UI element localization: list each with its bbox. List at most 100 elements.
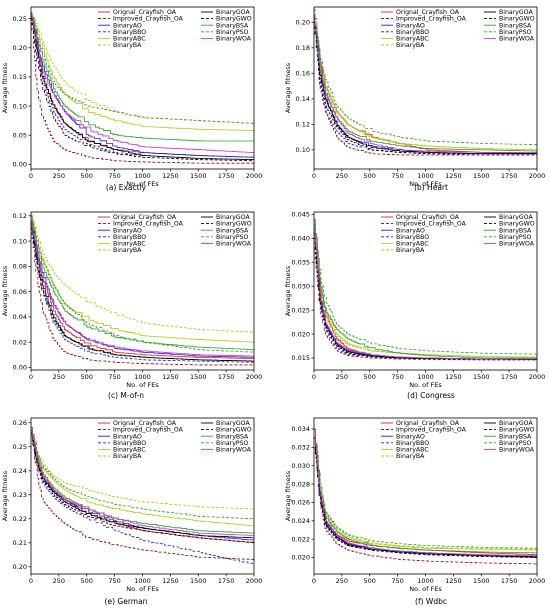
y-axis-label: Average fitness	[1, 470, 9, 521]
x-tick-label: 0	[312, 172, 316, 180]
legend-label: BinaryBSA	[216, 22, 249, 29]
legend-label: BinaryBBO	[396, 29, 429, 36]
y-tick-label: 0.024	[291, 517, 310, 525]
y-tick-label: 0.20	[13, 563, 27, 571]
legend-label: BinaryPSO	[499, 29, 532, 36]
legend-label: BinaryABC	[113, 36, 146, 43]
series-group	[31, 12, 254, 164]
legend-label: BinaryBBO	[113, 234, 146, 241]
legend-label: Orignal_Crayfish_OA	[396, 420, 460, 427]
legend-label: BinaryABC	[396, 241, 429, 248]
legend-label: BinaryABC	[396, 36, 429, 43]
series-line-binarygwo	[314, 237, 537, 360]
series-line-improved-crayfish-oa	[31, 228, 254, 366]
legend-label: BinaryABC	[113, 447, 146, 454]
y-tick-label: 0.20	[13, 44, 27, 52]
series-line-binarygoa	[314, 233, 537, 360]
x-tick-label: 1000	[134, 172, 151, 180]
x-tick-label: 750	[391, 577, 403, 585]
x-tick-label: 1750	[218, 172, 235, 180]
x-tick-label: 750	[108, 172, 120, 180]
legend-label: BinaryGOA	[216, 214, 250, 221]
series-line-improved-crayfish-oa	[314, 21, 537, 156]
y-tick-label: 0.034	[291, 425, 310, 433]
series-line-binarybsa	[314, 428, 537, 554]
legend: Orignal_Crayfish_OAImproved_Crayfish_OAB…	[98, 9, 252, 49]
series-line-orignal-crayfish-oa	[31, 221, 254, 360]
legend-label: BinaryGWO	[216, 16, 252, 23]
series-line-binarybsa	[31, 427, 254, 534]
x-tick-label: 2000	[246, 373, 263, 381]
y-tick-label: 0.08	[13, 263, 27, 271]
x-tick-label: 2000	[529, 172, 546, 180]
legend-label: BinaryABC	[113, 241, 146, 248]
series-line-binaryao	[31, 221, 254, 358]
legend-label: BinaryBA	[113, 247, 142, 254]
legend-label: BinaryBSA	[499, 22, 532, 29]
x-tick-label: 1000	[417, 172, 434, 180]
panel-caption: (e) German	[105, 597, 148, 606]
x-tick-label: 1250	[162, 577, 179, 585]
legend-label: Improved_Crayfish_OA	[396, 16, 467, 23]
x-tick-label: 2000	[529, 577, 546, 585]
legend-label: BinaryGWO	[499, 221, 535, 228]
x-tick-label: 0	[29, 577, 33, 585]
series-line-binarypso	[314, 428, 537, 549]
series-group	[31, 427, 254, 565]
legend-label: BinaryPSO	[499, 440, 532, 447]
legend-label: Orignal_Crayfish_OA	[113, 214, 177, 221]
y-tick-label: 0.00	[13, 161, 27, 169]
y-tick-label: 0.24	[13, 467, 27, 475]
x-tick-label: 1000	[417, 373, 434, 381]
series-line-binarybsa	[31, 215, 254, 351]
y-tick-label: 0.06	[13, 288, 27, 296]
x-tick-label: 2000	[529, 373, 546, 381]
y-tick-label: 0.10	[13, 237, 27, 245]
x-tick-label: 500	[81, 577, 93, 585]
y-tick-label: 0.12	[13, 212, 27, 220]
legend-label: Orignal_Crayfish_OA	[113, 420, 177, 427]
y-tick-label: 0.10	[13, 102, 27, 110]
legend-label: BinaryBBO	[113, 29, 146, 36]
x-tick-label: 2000	[246, 577, 263, 585]
x-tick-label: 1500	[190, 172, 207, 180]
series-group	[314, 218, 537, 361]
x-axis-label: No. of FEs	[126, 180, 159, 188]
legend-label: BinaryBA	[113, 42, 142, 49]
series-group	[314, 428, 537, 565]
x-tick-label: 1750	[501, 172, 518, 180]
y-tick-label: 0.02	[13, 338, 27, 346]
legend: Orignal_Crayfish_OAImproved_Crayfish_OAB…	[381, 420, 535, 460]
x-tick-label: 1250	[445, 172, 462, 180]
x-tick-label: 0	[312, 577, 316, 585]
series-line-binarypso	[314, 223, 537, 355]
x-tick-label: 500	[364, 577, 376, 585]
series-line-binarybsa	[31, 12, 254, 142]
panel-caption: (c) M-of-n	[108, 391, 144, 400]
legend-label: BinaryBA	[396, 453, 425, 460]
legend-label: BinaryAO	[396, 433, 425, 440]
legend-label: BinaryWOA	[499, 241, 535, 248]
y-axis-label: Average fitness	[1, 62, 9, 113]
x-tick-label: 1250	[445, 373, 462, 381]
y-tick-label: 0.035	[291, 258, 310, 266]
x-tick-label: 1500	[190, 577, 207, 585]
legend-label: BinaryBBO	[113, 440, 146, 447]
legend-label: BinaryABC	[396, 447, 429, 454]
x-tick-label: 500	[81, 172, 93, 180]
x-tick-label: 250	[53, 373, 65, 381]
x-tick-label: 1750	[218, 373, 235, 381]
chart-panel-2: 0 250 500 750 1000 1250 1500 1750 2000 0.10 0.12 0.…	[284, 6, 546, 192]
legend-label: Improved_Crayfish_OA	[396, 427, 467, 434]
series-line-improved-crayfish-oa	[31, 434, 254, 560]
legend: Orignal_Crayfish_OAImproved_Crayfish_OAB…	[381, 9, 535, 49]
legend-label: BinaryGWO	[216, 427, 252, 434]
legend-label: BinaryBA	[113, 453, 142, 460]
x-tick-label: 250	[53, 577, 65, 585]
y-tick-label: 0.030	[291, 282, 310, 290]
chart-panel-3: 0 250 500 750 1000 1250 1500 1750 2000 0.00 0.02 0.…	[1, 211, 263, 400]
y-tick-label: 0.022	[291, 535, 310, 543]
x-tick-label: 2000	[246, 172, 263, 180]
series-line-binarywoa	[314, 228, 537, 360]
y-tick-label: 0.030	[291, 462, 310, 470]
